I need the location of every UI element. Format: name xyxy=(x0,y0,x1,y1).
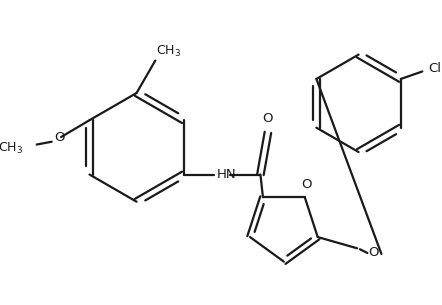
Text: HN: HN xyxy=(217,168,236,181)
Text: O: O xyxy=(54,131,65,145)
Text: Cl: Cl xyxy=(428,62,441,75)
Text: O: O xyxy=(369,246,379,260)
Text: CH$_3$: CH$_3$ xyxy=(156,44,181,59)
Text: O: O xyxy=(301,178,312,191)
Text: CH$_3$: CH$_3$ xyxy=(0,141,23,156)
Text: O: O xyxy=(263,112,273,125)
